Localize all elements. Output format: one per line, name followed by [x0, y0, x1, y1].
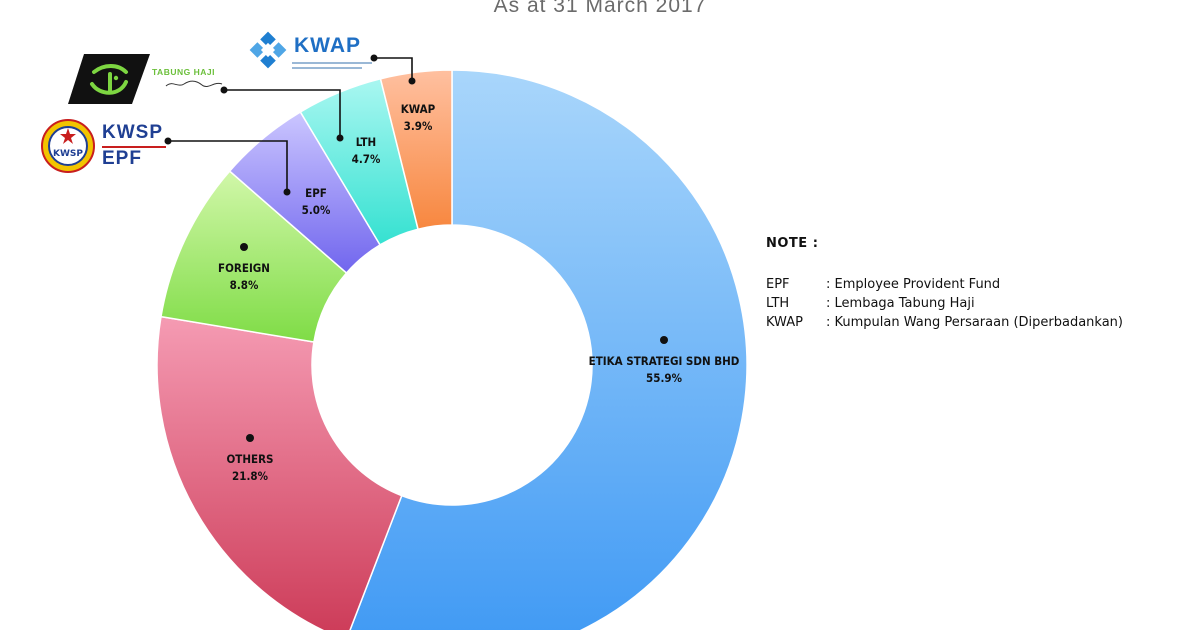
kwap-logo: KWAP	[248, 28, 378, 80]
note-definition: : Kumpulan Wang Persaraan (Diperbadankan…	[826, 315, 1123, 330]
svg-text:KWSP: KWSP	[53, 149, 83, 159]
kwap-diamond-logo	[249, 31, 372, 69]
note-abbr: LTH	[766, 296, 790, 311]
note-abbr: KWAP	[766, 315, 803, 330]
slice-value-label: 4.7%	[352, 152, 381, 166]
slice-label: FOREIGN	[218, 261, 270, 275]
kwsp-emblem-logo: KWSP	[41, 119, 95, 173]
slice-value-label: 21.8%	[232, 469, 269, 483]
slice-label: ETIKA STRATEGI SDN BHD	[589, 354, 740, 368]
kwsp-logo-text-bottom: EPF	[102, 148, 142, 169]
kwap-logo-text: KWAP	[294, 34, 361, 57]
tabung-haji-logo-block: TABUNG HAJI	[66, 52, 226, 106]
note-row-kwap: KWAP : Kumpulan Wang Persaraan (Diperbad…	[766, 313, 1123, 332]
slice-others	[156, 315, 403, 630]
slice-kwap	[379, 69, 453, 231]
kwsp-divider	[102, 146, 166, 148]
chart-subtitle: As at 31 March 2017	[493, 0, 707, 17]
tabung-haji-logo-text: TABUNG HAJI	[152, 67, 215, 77]
slice-value-label: 5.0%	[302, 203, 331, 217]
slice-value-label: 55.9%	[646, 371, 683, 385]
slice-label: EPF	[305, 186, 327, 200]
tabung-haji-logo	[68, 54, 150, 104]
slice-label: LTH	[356, 135, 376, 149]
note-row-epf: EPF : Employee Provident Fund	[766, 275, 1123, 294]
kwsp-logo-block: KWSP KWSP EPF	[40, 118, 170, 174]
note-title: NOTE :	[766, 236, 819, 251]
slice-value-label: 8.8%	[230, 278, 259, 292]
slice-label: KWAP	[401, 102, 436, 116]
note-definition: : Lembaga Tabung Haji	[826, 296, 975, 311]
callout-lines	[164, 54, 416, 196]
slice-label: OTHERS	[227, 452, 274, 466]
label-dot	[246, 434, 254, 442]
label-dot	[240, 243, 248, 251]
kwsp-logo-text-top: KWSP	[102, 122, 163, 143]
note-abbr: EPF	[766, 277, 790, 292]
arabic-script-icon	[165, 80, 223, 88]
label-dot	[660, 336, 668, 344]
note-panel: NOTE : EPF : Employee Provident Fund LTH…	[766, 236, 1123, 332]
note-definition: : Employee Provident Fund	[826, 277, 1001, 292]
note-row-lth: LTH : Lembaga Tabung Haji	[766, 294, 1123, 313]
slice-etika-strategi	[349, 69, 748, 630]
slice-value-label: 3.9%	[404, 119, 433, 133]
